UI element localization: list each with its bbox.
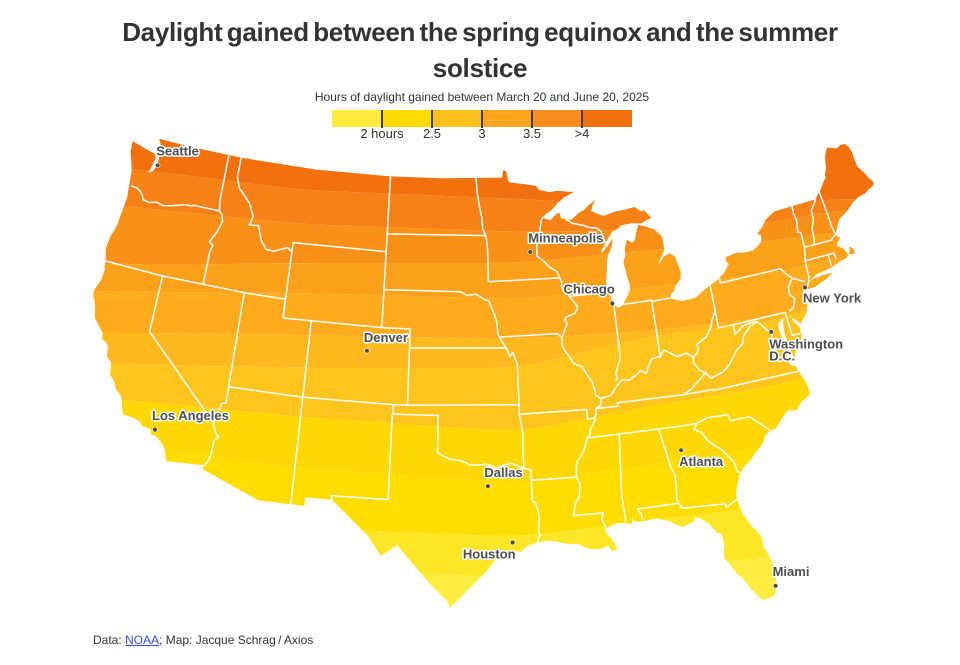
- svg-text:Seattle: Seattle: [156, 143, 199, 158]
- svg-text:Miami: Miami: [773, 564, 810, 579]
- svg-text:Denver: Denver: [364, 330, 408, 345]
- svg-text:Washington: Washington: [769, 336, 843, 351]
- svg-text:Atlanta: Atlanta: [679, 454, 724, 469]
- svg-text:Minneapolis: Minneapolis: [528, 231, 603, 246]
- svg-text:D.C.: D.C.: [769, 348, 795, 363]
- svg-text:Houston: Houston: [463, 547, 516, 562]
- svg-text:New York: New York: [803, 290, 862, 305]
- svg-text:Dallas: Dallas: [484, 465, 522, 480]
- svg-text:Los Angeles: Los Angeles: [152, 408, 229, 423]
- svg-text:Chicago: Chicago: [564, 282, 615, 297]
